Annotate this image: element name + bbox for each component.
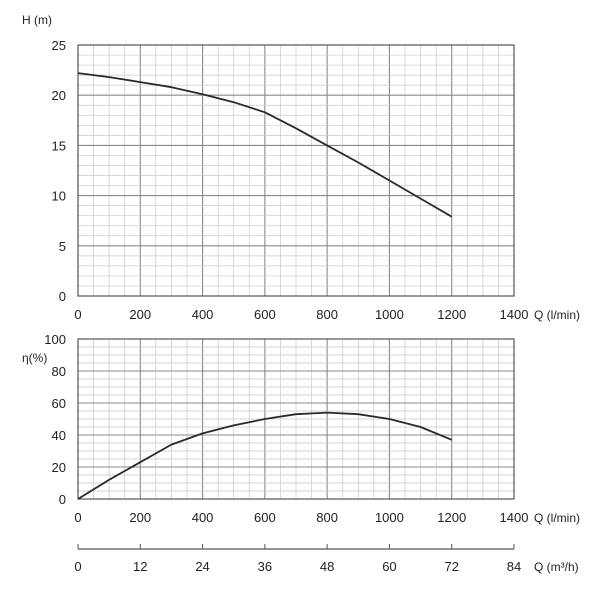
y-tick-label: 10	[52, 189, 66, 204]
x-tick-label: 400	[192, 307, 214, 322]
chart-panel-1: 0 200 400 600 800 1000 1200 1400 0 5 10 15 20 25 Q (l/…	[22, 13, 580, 322]
y-tick-label: 0	[59, 289, 66, 304]
y-tick-label: 80	[52, 364, 66, 379]
secondary-x-axis-label: Q (m³/h)	[534, 560, 579, 574]
x-tick-label: 1400	[500, 307, 529, 322]
x-axis-label: Q (l/min)	[534, 511, 580, 525]
secondary-x-axis: 0 12 24 36 48 60 72 84 Q (m³/h)	[74, 544, 579, 574]
secondary-x-tick-label: 72	[444, 559, 458, 574]
x-tick-label: 1400	[500, 510, 529, 525]
secondary-x-tick-label: 36	[258, 559, 272, 574]
secondary-x-tick-label: 60	[382, 559, 396, 574]
y-axis-label: η(%)	[22, 351, 47, 365]
x-tick-label: 800	[316, 510, 338, 525]
chart-panel-2: 0 200 400 600 800 1000 1200 1400 0 20 40 60 80 100 Q (…	[22, 332, 580, 525]
y-tick-label: 100	[44, 332, 66, 347]
secondary-x-tick-label: 84	[507, 559, 521, 574]
y-tick-label: 20	[52, 88, 66, 103]
y-tick-label: 25	[52, 38, 66, 53]
y-tick-label: 60	[52, 396, 66, 411]
y-tick-label: 0	[59, 492, 66, 507]
y-axis-label: H (m)	[22, 13, 52, 27]
x-tick-label: 1200	[437, 510, 466, 525]
series-line-1	[77, 411, 453, 500]
x-tick-label: 600	[254, 307, 276, 322]
plot-frame	[77, 44, 515, 297]
series-line-1	[77, 72, 453, 218]
x-tick-label: 1200	[437, 307, 466, 322]
x-axis-label: Q (l/min)	[534, 308, 580, 322]
secondary-x-tick-label: 24	[195, 559, 209, 574]
x-tick-label: 200	[129, 510, 151, 525]
y-tick-label: 20	[52, 460, 66, 475]
grid	[78, 339, 514, 499]
x-tick-label: 800	[316, 307, 338, 322]
plot-frame	[77, 338, 515, 500]
x-tick-label: 1000	[375, 307, 404, 322]
secondary-x-tick-label: 12	[133, 559, 147, 574]
x-tick-label: 1000	[375, 510, 404, 525]
y-tick-label: 15	[52, 138, 66, 153]
y-tick-label: 5	[59, 239, 66, 254]
secondary-x-tick-label: 0	[74, 559, 81, 574]
x-tick-label: 400	[192, 510, 214, 525]
x-tick-label: 200	[129, 307, 151, 322]
y-tick-label: 40	[52, 428, 66, 443]
x-tick-label: 0	[74, 510, 81, 525]
x-tick-label: 600	[254, 510, 276, 525]
x-tick-label: 0	[74, 307, 81, 322]
secondary-x-tick-label: 48	[320, 559, 334, 574]
